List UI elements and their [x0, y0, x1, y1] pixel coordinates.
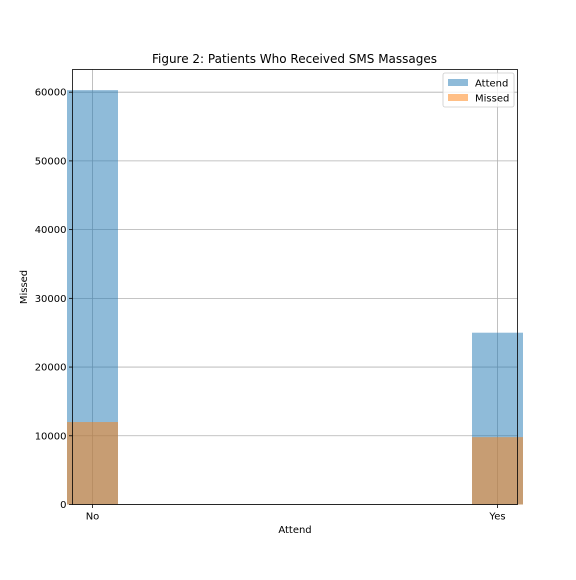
legend-swatch: [448, 79, 468, 86]
legend-label: Attend: [475, 79, 508, 90]
x-tick-label: Yes: [488, 512, 505, 523]
y-tick-label: 10000: [35, 431, 67, 442]
bar-missed-yes: [472, 437, 523, 505]
x-axis-label: Attend: [278, 525, 311, 536]
x-tick-label: No: [86, 512, 100, 523]
y-axis-label: Missed: [19, 270, 30, 304]
legend: Attend Missed: [442, 72, 515, 108]
y-tick-label: 20000: [35, 363, 67, 374]
y-tick-label: 30000: [35, 294, 67, 305]
y-tick-label: 40000: [35, 225, 67, 236]
legend-swatch: [448, 94, 468, 101]
y-tick-label: 0: [60, 500, 66, 511]
plot-frame: [72, 69, 518, 505]
x-ticks: No Yes: [86, 504, 506, 523]
y-tick-label: 60000: [35, 88, 67, 99]
bars: [67, 90, 523, 505]
legend-label: Missed: [475, 94, 509, 105]
chart-title: Figure 2: Patients Who Received SMS Mass…: [152, 52, 437, 66]
bar-missed-no: [67, 422, 118, 505]
y-tick-label: 50000: [35, 156, 67, 167]
y-ticks: 0 10000 20000 30000 40000 50000 60000: [35, 88, 73, 511]
grid: [72, 69, 518, 505]
